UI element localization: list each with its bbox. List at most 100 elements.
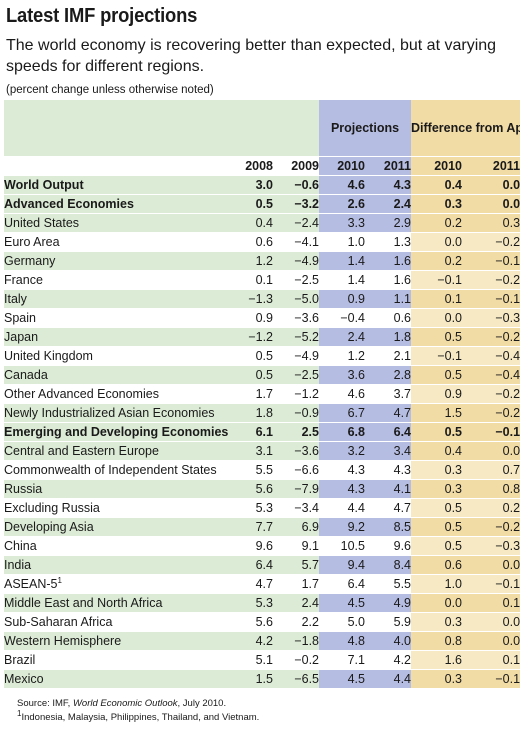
value-2008: 5.6 xyxy=(231,613,273,632)
table-row: Other Advanced Economies 1.7 −1.2 4.6 3.7 0.9… xyxy=(4,385,520,404)
row-label-text: Italy xyxy=(4,292,27,306)
table-row: Central and Eastern Europe 3.1 −3.6 3.2 3.4 0… xyxy=(4,442,520,461)
difference-2010: 0.5 xyxy=(411,537,463,556)
value-2008: 6.4 xyxy=(231,556,273,575)
value-2009: 1.7 xyxy=(273,575,319,594)
source-line: Source: IMF, World Economic Outlook, Jul… xyxy=(17,698,226,709)
year-header: 2011 xyxy=(365,157,412,176)
row-label-text: China xyxy=(4,539,37,553)
projection-2011: 4.4 xyxy=(365,670,412,689)
difference-2010: 0.0 xyxy=(411,233,463,252)
value-2009: −0.2 xyxy=(273,651,319,670)
value-2009: −3.6 xyxy=(273,442,319,461)
source-suffix: , July 2010. xyxy=(177,698,227,709)
difference-2011: −0.2 xyxy=(462,271,520,290)
row-label-text: Newly Industrialized Asian Economies xyxy=(4,406,215,420)
row-label: Brazil xyxy=(4,651,231,670)
projection-2011: 5.9 xyxy=(365,613,412,632)
difference-2010: 0.2 xyxy=(411,252,463,271)
projection-2011: 9.6 xyxy=(365,537,412,556)
difference-2011: −0.1 xyxy=(462,423,520,442)
difference-2011: 0.0 xyxy=(462,632,520,651)
row-label-text: Western Hemisphere xyxy=(4,634,122,648)
value-2009: −1.8 xyxy=(273,632,319,651)
row-label-text: ASEAN-5 xyxy=(4,577,58,591)
year-header: 2011 xyxy=(462,157,520,176)
projection-2010: 4.3 xyxy=(319,461,365,480)
table-row: Brazil 5.1 −0.2 7.1 4.2 1.6 0.1 xyxy=(4,651,520,670)
difference-2011: −0.3 xyxy=(462,537,520,556)
row-label-text: Mexico xyxy=(4,672,44,686)
projection-2010: −0.4 xyxy=(319,309,365,328)
row-label: World Output xyxy=(4,176,231,195)
difference-2010: 0.3 xyxy=(411,195,463,214)
value-2009: −0.6 xyxy=(273,176,319,195)
header-row-years: 2008 2009 2010 2011 2010 2011 xyxy=(4,157,520,176)
value-2008: 1.7 xyxy=(231,385,273,404)
row-label-text: Advanced Economies xyxy=(4,197,134,211)
projection-2011: 1.8 xyxy=(365,328,412,347)
row-label-text: World Output xyxy=(4,178,84,192)
value-2009: −4.9 xyxy=(273,347,319,366)
value-2008: 5.1 xyxy=(231,651,273,670)
value-2009: −7.9 xyxy=(273,480,319,499)
value-2008: 3.1 xyxy=(231,442,273,461)
value-2008: 0.9 xyxy=(231,309,273,328)
difference-2010: 0.3 xyxy=(411,670,463,689)
row-label: Spain xyxy=(4,309,231,328)
table-row: Excluding Russia 5.3 −3.4 4.4 4.7 0.5 0.2 xyxy=(4,499,520,518)
row-label-text: Japan xyxy=(4,330,39,344)
row-label: France xyxy=(4,271,231,290)
difference-2010: 0.5 xyxy=(411,328,463,347)
projection-2011: 3.4 xyxy=(365,442,412,461)
projection-2010: 3.3 xyxy=(319,214,365,233)
table-row: Sub-Saharan Africa 5.6 2.2 5.0 5.9 0.3 0.0 xyxy=(4,613,520,632)
difference-2011: −0.4 xyxy=(462,366,520,385)
row-label-text: Developing Asia xyxy=(4,520,94,534)
difference-2011: −0.2 xyxy=(462,385,520,404)
value-2009: 9.1 xyxy=(273,537,319,556)
value-2008: 7.7 xyxy=(231,518,273,537)
difference-2011: 0.0 xyxy=(462,613,520,632)
difference-2010: 0.9 xyxy=(411,385,463,404)
row-label: ASEAN-51 xyxy=(4,575,231,594)
projection-2010: 1.4 xyxy=(319,271,365,290)
projection-2010: 4.8 xyxy=(319,632,365,651)
projection-2010: 2.6 xyxy=(319,195,365,214)
value-2009: 6.9 xyxy=(273,518,319,537)
projection-2011: 6.4 xyxy=(365,423,412,442)
value-2008: 5.3 xyxy=(231,594,273,613)
difference-2011: 0.0 xyxy=(462,195,520,214)
value-2009: −6.6 xyxy=(273,461,319,480)
table-row: Russia 5.6 −7.9 4.3 4.1 0.3 0.8 xyxy=(4,480,520,499)
footnote-text: Indonesia, Malaysia, Philippines, Thaila… xyxy=(21,712,260,723)
difference-2010: 1.0 xyxy=(411,575,463,594)
value-2009: −2.4 xyxy=(273,214,319,233)
projection-2010: 1.4 xyxy=(319,252,365,271)
value-2008: 0.5 xyxy=(231,347,273,366)
projection-2011: 1.1 xyxy=(365,290,412,309)
projection-2011: 2.9 xyxy=(365,214,412,233)
value-2008: 3.0 xyxy=(231,176,273,195)
difference-2010: 0.0 xyxy=(411,594,463,613)
difference-2011: 0.7 xyxy=(462,461,520,480)
value-2009: −6.5 xyxy=(273,670,319,689)
value-2008: 0.6 xyxy=(231,233,273,252)
projection-2010: 4.4 xyxy=(319,499,365,518)
difference-2011: −0.2 xyxy=(462,518,520,537)
row-label-text: Brazil xyxy=(4,653,36,667)
row-label-text: Euro Area xyxy=(4,235,60,249)
projection-2011: 4.3 xyxy=(365,176,412,195)
difference-2011: −0.3 xyxy=(462,309,520,328)
value-2008: 0.4 xyxy=(231,214,273,233)
table-row: India 6.4 5.7 9.4 8.4 0.6 0.0 xyxy=(4,556,520,575)
difference-2010: 0.3 xyxy=(411,461,463,480)
projection-2011: 1.6 xyxy=(365,252,412,271)
value-2009: −0.9 xyxy=(273,404,319,423)
projection-2011: 4.2 xyxy=(365,651,412,670)
projection-2011: 4.1 xyxy=(365,480,412,499)
value-2009: −4.9 xyxy=(273,252,319,271)
projection-2010: 10.5 xyxy=(319,537,365,556)
value-2008: −1.3 xyxy=(231,290,273,309)
difference-2010: 1.6 xyxy=(411,651,463,670)
